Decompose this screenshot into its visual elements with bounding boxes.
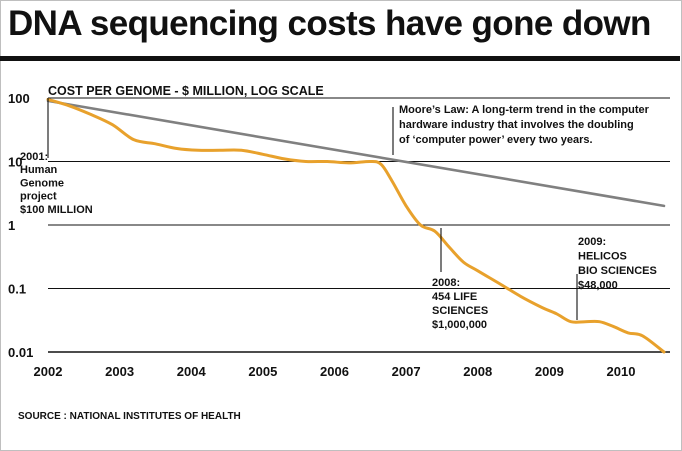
- annotation-line: Human: [20, 164, 58, 176]
- chart-title: DNA sequencing costs have gone down: [8, 4, 651, 43]
- gridlines: [48, 97, 670, 353]
- x-tick-label: 2009: [535, 364, 564, 379]
- x-tick-label: 2008: [463, 364, 492, 379]
- x-tick-label: 2007: [392, 364, 421, 379]
- cost-line: [46, 97, 666, 354]
- source-note: SOURCE : NATIONAL INSTITUTES OF HEALTH: [18, 411, 241, 422]
- annotation-line: project: [20, 191, 57, 203]
- y-tick-label: 0.01: [8, 345, 33, 360]
- annotation-line: 2001:: [20, 151, 48, 163]
- annotations: 2001: Human Genome project $100 MILLION Moore…: [20, 98, 657, 331]
- y-tick-label: 0.1: [8, 282, 26, 297]
- annotation-line: Moore’s Law: A long-term trend in the co…: [399, 104, 650, 116]
- annotation-hgp: 2001: Human Genome project $100 MILLION: [20, 151, 93, 216]
- x-tick-label: 2010: [607, 364, 636, 379]
- x-tick-labels: 2002 2003 2004 2005 2006 2007 2008 2009 2010: [34, 364, 636, 379]
- annotation-line: $1,000,000: [432, 319, 487, 331]
- moores-law-line: [46, 99, 666, 208]
- y-tick-label: 100: [8, 91, 30, 106]
- annotation-line: Genome: [20, 177, 64, 189]
- x-tick-label: 2002: [34, 364, 63, 379]
- y-tick-label: 1: [8, 218, 15, 233]
- annotation-line: $48,000: [578, 280, 618, 292]
- y-tick-label: 10: [8, 155, 22, 170]
- x-tick-label: 2006: [320, 364, 349, 379]
- series-lines: [46, 97, 666, 354]
- annotation-line: HELICOS: [578, 251, 627, 263]
- annotation-life: 2008: 454 LIFE SCIENCES $1,000,000: [432, 277, 488, 331]
- annotation-moore: Moore’s Law: A long-term trend in the co…: [399, 104, 650, 146]
- x-tick-label: 2005: [248, 364, 277, 379]
- x-tick-label: 2004: [177, 364, 207, 379]
- annotation-line: $100 MILLION: [20, 204, 93, 216]
- annotation-line: hardware industry that involves the doub…: [399, 119, 634, 131]
- annotation-line: BIO SCIENCES: [578, 265, 657, 277]
- x-tick-label: 2003: [105, 364, 134, 379]
- annotation-line: 2009:: [578, 236, 606, 248]
- annotation-helicos: 2009: HELICOS BIO SCIENCES $48,000: [578, 236, 657, 292]
- annotation-line: 2008:: [432, 277, 460, 289]
- y-axis-label: COST PER GENOME - $ MILLION, LOG SCALE: [48, 84, 324, 98]
- annotation-line: 454 LIFE: [432, 291, 477, 303]
- title-rule: [0, 56, 680, 61]
- y-tick-labels: 100 10 1 0.1 0.01: [8, 91, 33, 360]
- annotation-line: of ‘computer power’ every two years.: [399, 134, 593, 146]
- annotation-line: SCIENCES: [432, 305, 488, 317]
